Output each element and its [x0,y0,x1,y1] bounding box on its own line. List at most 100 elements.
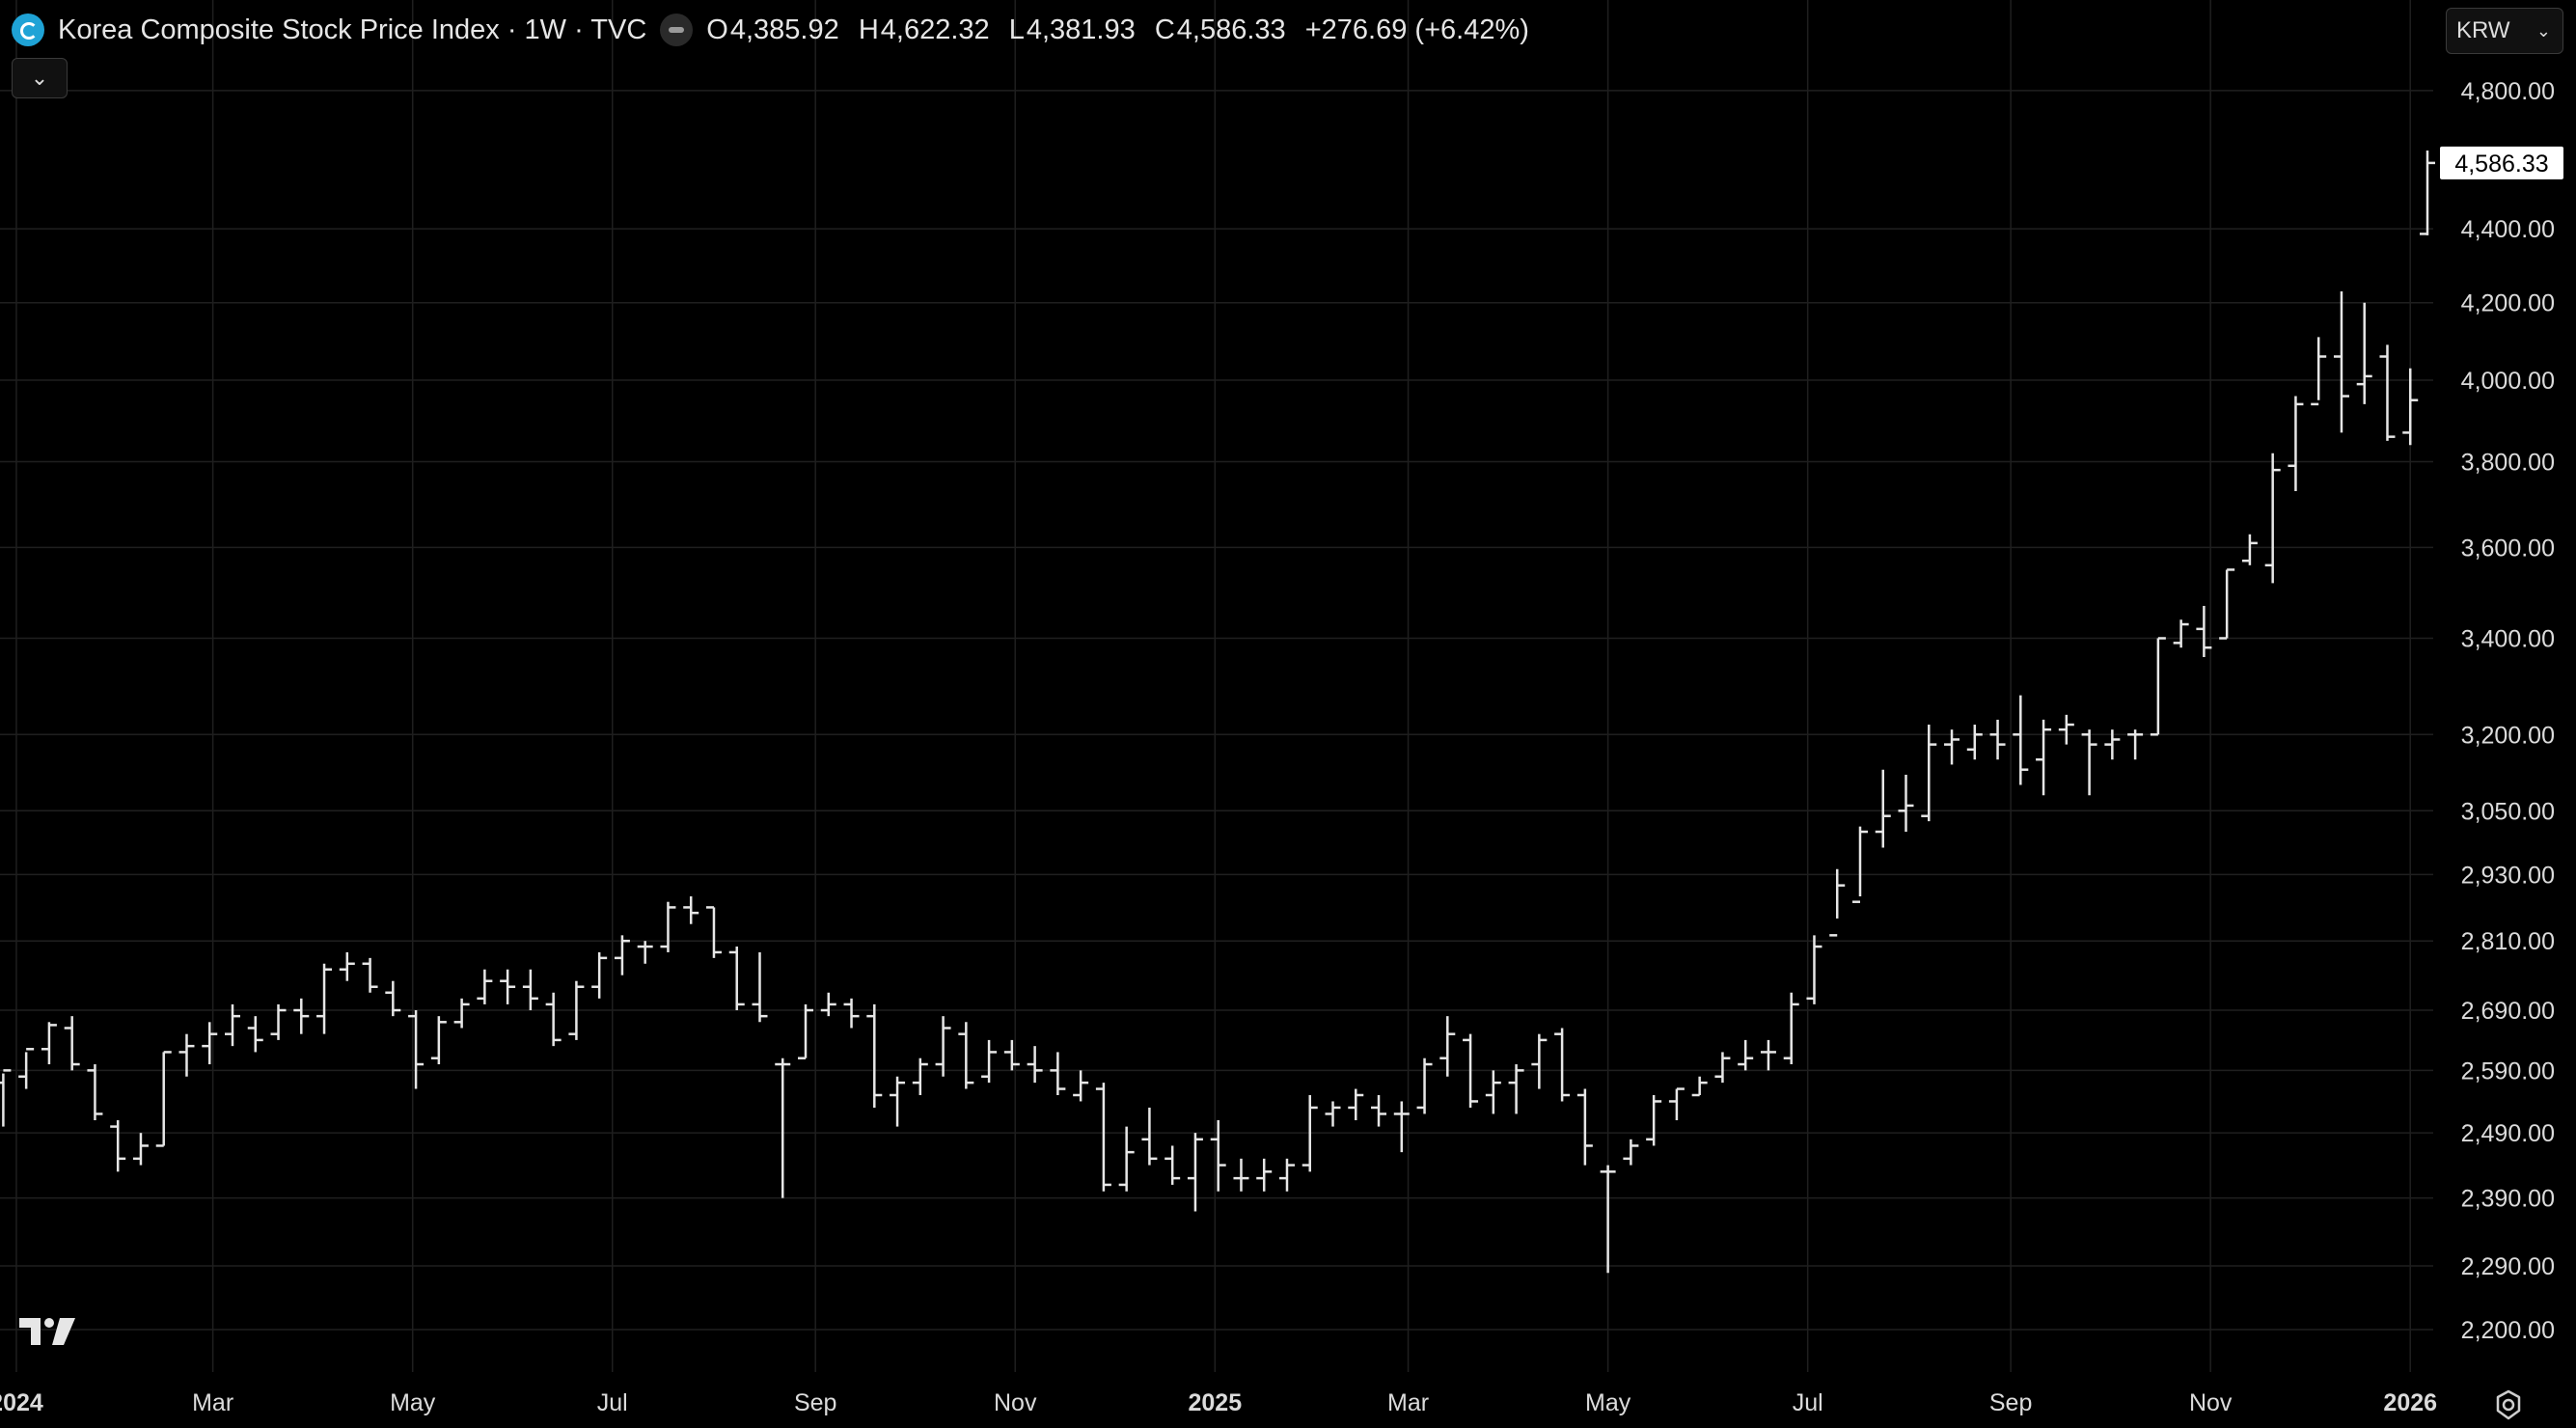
ohlc-bar [637,941,653,964]
legend-collapse-button[interactable]: ⌄ [12,58,68,98]
ohlc-bar [1416,1057,1433,1114]
ohlc-bar [1463,1033,1479,1108]
ohlc-values: O4,385.92 H4,622.32 L4,381.93 C4,586.33 … [706,14,1541,46]
ohlc-bar [202,1022,218,1065]
price-tick-label: 2,590.00 [2461,1057,2555,1085]
tradingview-logo-icon[interactable] [17,1314,77,1347]
chevron-down-icon: ⌄ [2535,20,2551,41]
ohlc-bar [41,1022,57,1065]
ohlc-bar [775,1057,791,1198]
time-tick-label: Sep [794,1389,836,1416]
ohlc-bar [385,980,401,1017]
ohlc-bar [1003,1039,1020,1071]
price-tick-label: 2,810.00 [2461,928,2555,955]
last-price-label: 4,586.33 [2440,146,2563,179]
close-label: C [1154,14,1175,45]
gear-icon[interactable] [2489,1387,2528,1425]
ohlc-bar [224,1003,240,1047]
ohlc-bar [110,1120,126,1172]
ohlc-bar [1646,1094,1662,1146]
ohlc-bar [958,1022,974,1089]
ohlc-bar [2241,534,2258,565]
ohlc-bar [728,947,745,1011]
chart-legend: Korea Composite Stock Price Index · 1W ·… [12,12,1541,48]
ohlc-bar [500,969,516,1004]
ohlc-bar [293,998,310,1034]
time-tick-label: Jul [1793,1389,1823,1416]
time-tick-label: Nov [2189,1389,2233,1416]
last-price-text: 4,586.33 [2454,151,2548,178]
time-axis[interactable]: 2024 Mar May Jul Sep Nov 2025 Mar May Jul Sep Nov 20… [0,1389,2437,1416]
ohlc-bar [890,1076,906,1127]
ohlc-bar [339,951,355,981]
ohlc-bar [87,1064,103,1121]
open-label: O [706,14,728,45]
symbol-logo-icon[interactable] [12,14,44,46]
price-tick-label: 4,200.00 [2461,290,2555,317]
ohlc-bar [408,1010,425,1089]
ohlc-bar [1623,1139,1639,1166]
ohlc-bar [2104,729,2121,760]
low-label: L [1008,14,1025,45]
market-status-icon[interactable] [660,14,694,46]
ohlc-bar [2173,619,2189,648]
ohlc-bar [2081,729,2097,796]
ohlc-bar [18,1048,35,1089]
change-value: +276.69 (+6.42%) [1304,14,1529,45]
time-tick-label: 2025 [1188,1389,1242,1416]
price-tick-label: 2,930.00 [2461,862,2555,889]
currency-value: KRW [2456,17,2510,43]
ohlc-bar [0,1069,12,1127]
ohlc-bar [1783,992,1799,1065]
price-tick-label: 3,050.00 [2461,798,2555,825]
ohlc-bar [1921,725,1937,822]
ohlc-bar [798,1003,814,1059]
symbol-title[interactable]: Korea Composite Stock Price Index · 1W ·… [58,14,647,45]
ohlc-bar [683,895,699,924]
ohlc-bar [912,1057,928,1095]
ohlc-bar [2219,568,2235,640]
ohlc-bar [2150,637,2166,736]
ohlc-bar [2402,368,2419,446]
ohlc-bar [1393,1101,1410,1153]
ohlc-bar [1439,1016,1456,1077]
ohlc-bar [2379,344,2396,441]
ohlc-bar [2058,714,2074,745]
ohlc-bar-current [2420,151,2435,235]
ohlc-bar [1851,826,1868,903]
price-axis[interactable]: 2,200.00 2,290.00 2,390.00 2,490.00 2,590.00… [2461,78,2555,1344]
ohlc-bar [453,998,470,1029]
ohlc-bar [1989,719,2006,760]
time-tick-label: 2024 [0,1389,43,1416]
ohlc-bar [1600,1165,1616,1274]
ohlc-bar [1165,1145,1181,1185]
ohlc-bar [1278,1158,1295,1192]
ohlc-bar [1141,1107,1158,1166]
ohlc-bar [362,957,378,993]
ohlc-bar [1944,729,1960,765]
currency-select[interactable]: KRW ⌄ [2446,8,2563,54]
ohlc-bar [660,901,676,952]
ohlc-bar [1668,1087,1685,1121]
ohlc-bar [2288,396,2304,492]
ohlc-bar [1714,1052,1731,1084]
ohlc-bar [981,1039,998,1084]
ohlc-bar [1187,1133,1203,1212]
ohlc-bar [132,1133,149,1166]
price-tick-label: 3,400.00 [2461,626,2555,653]
ohlc-bar [1348,1088,1364,1121]
low-value: 4,381.93 [1026,14,1136,45]
chevron-down-icon: ⌄ [30,66,49,90]
price-tick-label: 3,200.00 [2461,722,2555,749]
time-tick-label: Sep [1989,1389,2032,1416]
high-label: H [858,14,879,45]
price-tick-label: 2,690.00 [2461,998,2555,1025]
ohlc-bar [1966,725,1983,760]
ohlc-bar [1050,1052,1066,1095]
ohlc-bar [178,1033,195,1077]
ohlc-bar [820,992,836,1017]
ohlc-bar [247,1016,263,1053]
price-tick-label: 4,400.00 [2461,216,2555,243]
ohlc-bar [1554,1028,1571,1102]
